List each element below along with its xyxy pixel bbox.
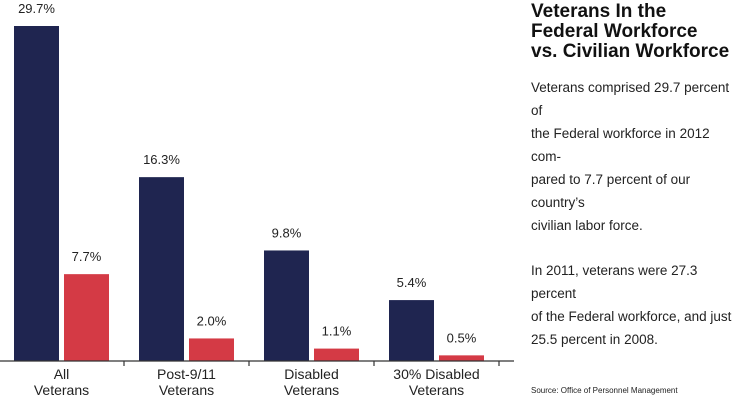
paragraph-line: the Federal workforce in 2012 com- — [531, 126, 710, 164]
bar-all-federal-2 — [264, 250, 309, 361]
value-label-civilian-2: 1.1% — [322, 324, 352, 339]
x-axis-ticks-group — [123, 361, 500, 366]
category-label-2: Disabled Veterans — [284, 366, 339, 398]
panel-title-line: vs. Civilian Workforce — [531, 41, 730, 62]
description-panel: Veterans In the Federal Workforce vs. Ci… — [531, 0, 743, 400]
panel-title: Veterans In the Federal Workforce vs. Ci… — [531, 0, 743, 62]
category-label-1: Post-9/11 Veterans — [157, 366, 216, 398]
paragraph-line: civilian labor force. — [531, 218, 643, 233]
category-label-3: 30% Disabled Veterans — [393, 366, 479, 398]
bars-group — [14, 26, 484, 361]
paragraph-2011: In 2011, veterans were 27.3 percent of t… — [531, 259, 743, 351]
paragraph-line: pared to 7.7 percent of our country’s — [531, 172, 691, 210]
value-label-all-federal-2: 9.8% — [272, 225, 302, 240]
category-labels-group: All Veterans Post-9/11 Veterans Disabled Vete… — [34, 366, 480, 398]
bar-chart: 29.7% 7.7% 16.3% 2.0% 9.8% 1.1% 5.4% 0.5% All Ve… — [0, 1, 514, 398]
panel-title-line: Federal Workforce — [531, 21, 698, 42]
value-labels-group: 29.7% 7.7% 16.3% 2.0% 9.8% 1.1% 5.4% 0.5% — [18, 1, 477, 345]
paragraph-line: Veterans comprised 29.7 percent of — [531, 80, 730, 118]
value-label-civilian-3: 0.5% — [447, 330, 477, 345]
bar-all-federal-1 — [139, 177, 184, 361]
panel-title-line: Veterans In the — [531, 1, 667, 22]
bar-all-federal-0 — [14, 26, 59, 361]
source-note: Source: Office of Personnel Management — [531, 386, 678, 395]
paragraph-line: In 2011, veterans were 27.3 percent — [531, 263, 698, 301]
value-label-all-federal-0: 29.7% — [18, 1, 55, 16]
value-label-civilian-0: 7.7% — [72, 249, 102, 264]
value-label-all-federal-1: 16.3% — [143, 152, 180, 167]
paragraph-2012: Veterans comprised 29.7 percent of the F… — [531, 76, 743, 237]
value-label-all-federal-3: 5.4% — [397, 275, 427, 290]
category-label-0: All Veterans — [34, 366, 89, 398]
value-label-civilian-1: 2.0% — [197, 313, 227, 328]
bar-civilian-2 — [314, 348, 359, 361]
bar-civilian-0 — [64, 274, 109, 361]
bar-civilian-3 — [439, 355, 484, 361]
paragraph-line: 25.5 percent in 2008. — [531, 332, 658, 347]
bar-civilian-1 — [189, 338, 234, 361]
paragraph-line: of the Federal workforce, and just — [531, 309, 732, 324]
bar-all-federal-3 — [389, 300, 434, 361]
